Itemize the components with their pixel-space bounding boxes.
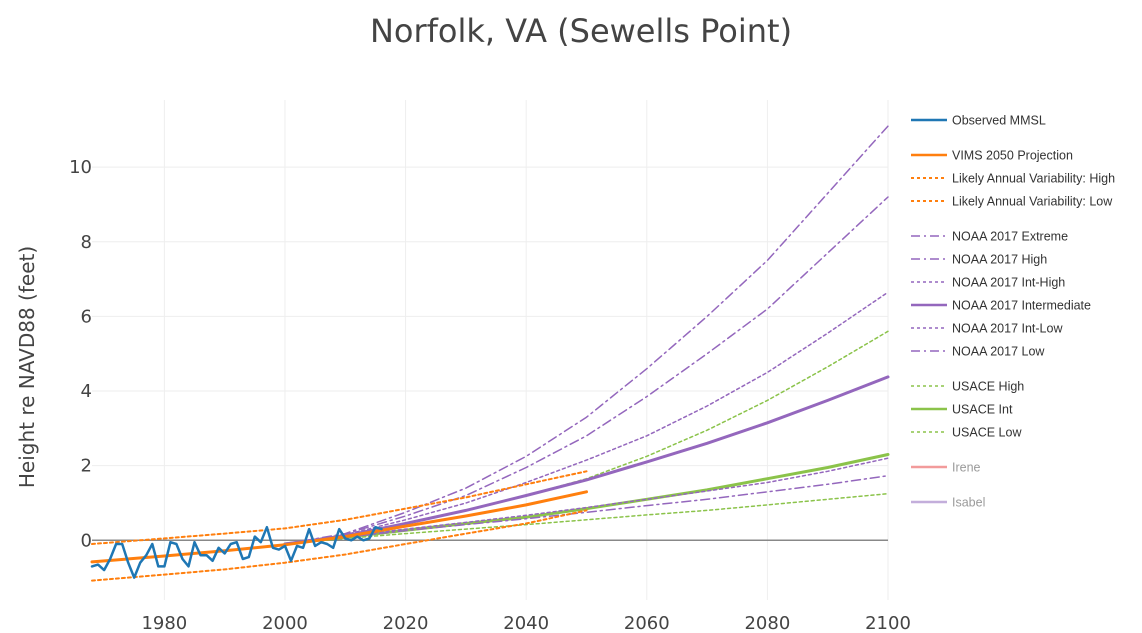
series-line-noaa-2017-int-low: [284, 457, 889, 545]
x-tick-label: 1980: [141, 613, 187, 633]
series-line-likely-annual-variability-low: [91, 509, 588, 582]
legend-item-usace-high[interactable]: USACE High: [911, 380, 1024, 394]
legend-item-noaa-2017-low[interactable]: NOAA 2017 Low: [911, 345, 1045, 359]
legend-item-likely-annual-variability-low[interactable]: Likely Annual Variability: Low: [911, 195, 1113, 209]
series-line-usace-low: [284, 492, 889, 545]
y-tick-label: 4: [81, 381, 92, 402]
series-layer: [90, 125, 890, 582]
legend-label: NOAA 2017 Intermediate: [952, 299, 1091, 313]
y-tick-label: 2: [81, 456, 92, 477]
series-line-noaa-2017-extreme: [284, 125, 889, 545]
legend-item-vims-2050-projection[interactable]: VIMS 2050 Projection: [911, 149, 1073, 163]
legend-item-observed-mmsl[interactable]: Observed MMSL: [911, 114, 1046, 128]
y-tick-label: 0: [81, 530, 92, 551]
legend: Observed MMSL VIMS 2050 Projection Likely …: [911, 114, 1115, 510]
y-tick-label: 10: [69, 157, 92, 178]
legend-label: USACE Low: [952, 426, 1022, 440]
legend-label: NOAA 2017 Extreme: [952, 230, 1068, 244]
legend-label: Observed MMSL: [952, 114, 1046, 128]
tick-labels: 1980 2000 2020 2040 2060 2080 2100 0 2 4 6 8 10: [69, 157, 911, 633]
legend-label: USACE Int: [952, 403, 1013, 417]
x-tick-label: 2060: [624, 613, 670, 633]
legend-item-irene[interactable]: Irene: [911, 461, 981, 475]
gridlines: [92, 100, 889, 600]
series-line-noaa-2017-intermediate: [283, 375, 890, 546]
legend-label: Isabel: [952, 496, 985, 510]
x-tick-label: 2100: [865, 613, 911, 633]
series-line-noaa-2017-int-high: [284, 291, 889, 545]
y-axis-label: Height re NAVD88 (feet): [15, 246, 39, 488]
legend-label: VIMS 2050 Projection: [952, 149, 1073, 163]
legend-label: NOAA 2017 Low: [952, 345, 1045, 359]
x-tick-label: 2080: [744, 613, 790, 633]
series-line-usace-high: [284, 330, 889, 545]
series-line-vims-2050-projection: [90, 490, 588, 564]
series-line-observed-mmsl: [90, 525, 383, 579]
legend-item-noaa-2017-intermediate[interactable]: NOAA 2017 Intermediate: [911, 299, 1091, 313]
legend-label: Likely Annual Variability: Low: [952, 195, 1113, 209]
legend-item-usace-low[interactable]: USACE Low: [911, 426, 1022, 440]
legend-label: USACE High: [952, 380, 1024, 394]
legend-label: NOAA 2017 Int-Low: [952, 322, 1063, 336]
series-line-noaa-2017-high: [284, 196, 889, 545]
legend-item-likely-annual-variability-high[interactable]: Likely Annual Variability: High: [911, 172, 1115, 186]
x-tick-label: 2020: [383, 613, 429, 633]
legend-label: Irene: [952, 461, 981, 475]
legend-item-usace-int[interactable]: USACE Int: [911, 403, 1013, 417]
legend-label: NOAA 2017 High: [952, 253, 1047, 267]
series-line-noaa-2017-low: [284, 474, 889, 545]
legend-item-noaa-2017-high[interactable]: NOAA 2017 High: [911, 253, 1047, 267]
series-line-likely-annual-variability-high: [91, 470, 588, 545]
legend-item-noaa-2017-extreme[interactable]: NOAA 2017 Extreme: [911, 230, 1068, 244]
legend-item-noaa-2017-int-low[interactable]: NOAA 2017 Int-Low: [911, 322, 1063, 336]
y-tick-label: 8: [81, 232, 92, 253]
y-tick-label: 6: [81, 306, 92, 327]
chart-title: Norfolk, VA (Sewells Point): [370, 12, 792, 50]
x-tick-label: 2040: [503, 613, 549, 633]
legend-item-noaa-2017-int-high[interactable]: NOAA 2017 Int-High: [911, 276, 1065, 290]
legend-label: NOAA 2017 Int-High: [952, 276, 1065, 290]
legend-label: Likely Annual Variability: High: [952, 172, 1115, 186]
x-tick-label: 2000: [262, 613, 308, 633]
legend-item-isabel[interactable]: Isabel: [911, 496, 985, 510]
